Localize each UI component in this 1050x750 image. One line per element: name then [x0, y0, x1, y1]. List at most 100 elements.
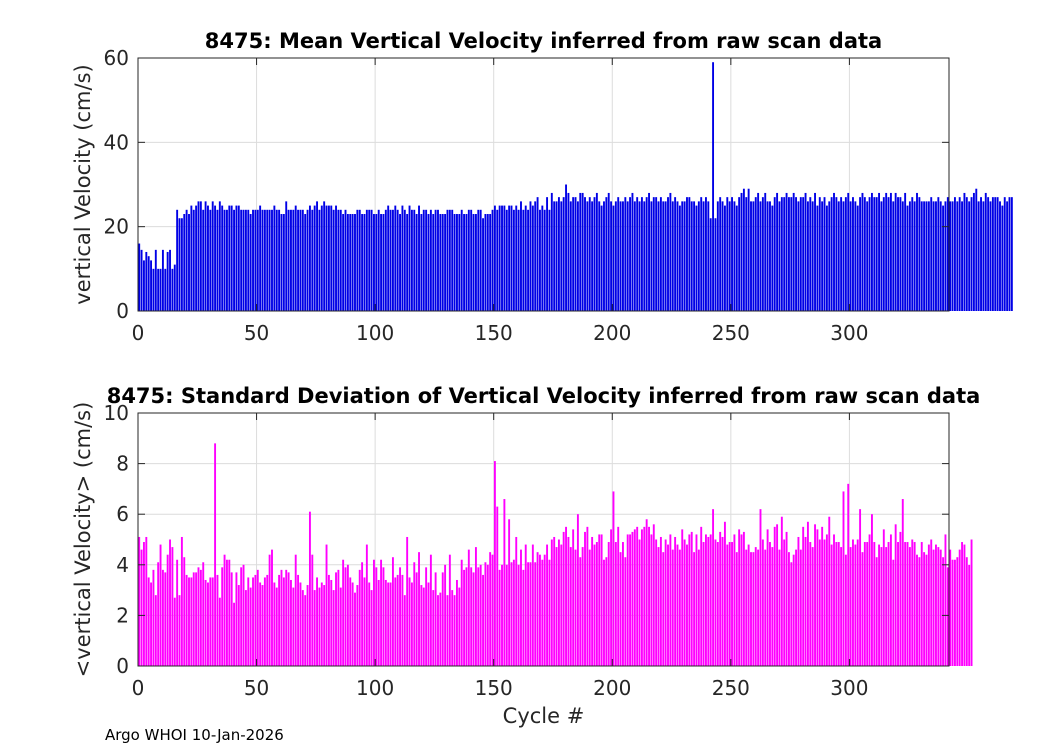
bar: [406, 536, 409, 666]
bar: [1003, 197, 1006, 311]
bar: [572, 197, 575, 311]
bar: [297, 209, 300, 311]
bar: [977, 201, 980, 311]
bar: [645, 519, 648, 666]
bar: [913, 542, 916, 666]
bar: [882, 529, 885, 666]
bar: [714, 218, 717, 311]
bar: [413, 209, 416, 311]
bar: [505, 209, 508, 311]
bar: [529, 562, 532, 666]
bar: [911, 197, 914, 311]
bar: [489, 214, 492, 311]
bar: [223, 209, 226, 311]
bar: [228, 559, 231, 666]
bar: [603, 559, 605, 666]
bar: [161, 569, 164, 666]
bar: [930, 539, 933, 666]
bar: [752, 201, 755, 311]
bar: [422, 587, 425, 666]
x-tick-label: 50: [244, 676, 269, 700]
bar: [638, 539, 641, 666]
bar: [204, 201, 207, 311]
bar: [742, 188, 745, 311]
bar: [716, 542, 719, 666]
bar: [747, 188, 750, 311]
bar: [676, 544, 679, 666]
bar: [290, 209, 292, 311]
bar: [337, 209, 340, 311]
bar: [159, 544, 162, 666]
bar: [173, 597, 176, 666]
bar: [240, 209, 243, 311]
bar: [316, 201, 318, 311]
bar: [337, 569, 340, 666]
bar: [607, 192, 610, 311]
bar: [581, 547, 584, 666]
bar: [643, 526, 646, 666]
bar: [517, 564, 520, 666]
bar: [861, 192, 864, 311]
y-tick-label: 6: [116, 502, 129, 526]
bar: [629, 534, 632, 666]
bar: [230, 572, 233, 666]
y-tick-label: 40: [104, 130, 129, 154]
bar: [769, 542, 771, 666]
bar: [605, 557, 608, 666]
bar: [541, 205, 544, 311]
bar: [420, 585, 423, 666]
bar: [719, 197, 722, 311]
bar: [761, 539, 764, 666]
bar: [821, 201, 824, 311]
bar: [614, 201, 617, 311]
bar: [868, 197, 871, 311]
bar: [451, 590, 454, 666]
x-tick-label: 150: [475, 676, 513, 700]
bar: [346, 564, 349, 666]
bar: [520, 549, 522, 666]
bar: [866, 201, 869, 311]
bar: [705, 197, 707, 311]
bar: [290, 579, 292, 666]
bar: [963, 544, 966, 666]
bar: [280, 569, 283, 666]
bar: [339, 209, 342, 311]
bar: [235, 572, 238, 666]
y-axis-label: vertical Velocity (cm/s): [71, 64, 95, 304]
bar: [904, 192, 907, 311]
bar: [712, 509, 715, 666]
bar: [738, 529, 741, 666]
bar: [190, 205, 193, 311]
bar: [875, 197, 878, 311]
bar: [211, 201, 214, 311]
bar: [870, 514, 873, 666]
bar: [806, 201, 809, 311]
bar: [396, 209, 399, 311]
bar: [830, 544, 833, 666]
bar: [259, 205, 262, 311]
bar: [448, 209, 451, 311]
bar: [396, 574, 399, 666]
bar: [581, 192, 584, 311]
bar: [560, 201, 563, 311]
x-tick-label: 100: [356, 676, 394, 700]
bar: [648, 526, 650, 666]
bar: [361, 214, 364, 311]
bar: [233, 209, 236, 311]
plot-area: [138, 413, 949, 666]
bar: [719, 531, 722, 666]
bar: [723, 205, 726, 311]
bar: [882, 197, 885, 311]
bar: [946, 567, 949, 666]
bar: [700, 526, 703, 666]
bar: [197, 201, 200, 311]
y-tick-label: 0: [116, 299, 129, 323]
y-tick-label: 20: [104, 215, 129, 239]
bar: [370, 209, 373, 311]
bar: [923, 201, 926, 311]
bar: [244, 590, 247, 666]
bar: [512, 559, 515, 666]
bar: [683, 201, 686, 311]
x-tick-label: 200: [593, 321, 631, 345]
bar: [778, 549, 781, 666]
